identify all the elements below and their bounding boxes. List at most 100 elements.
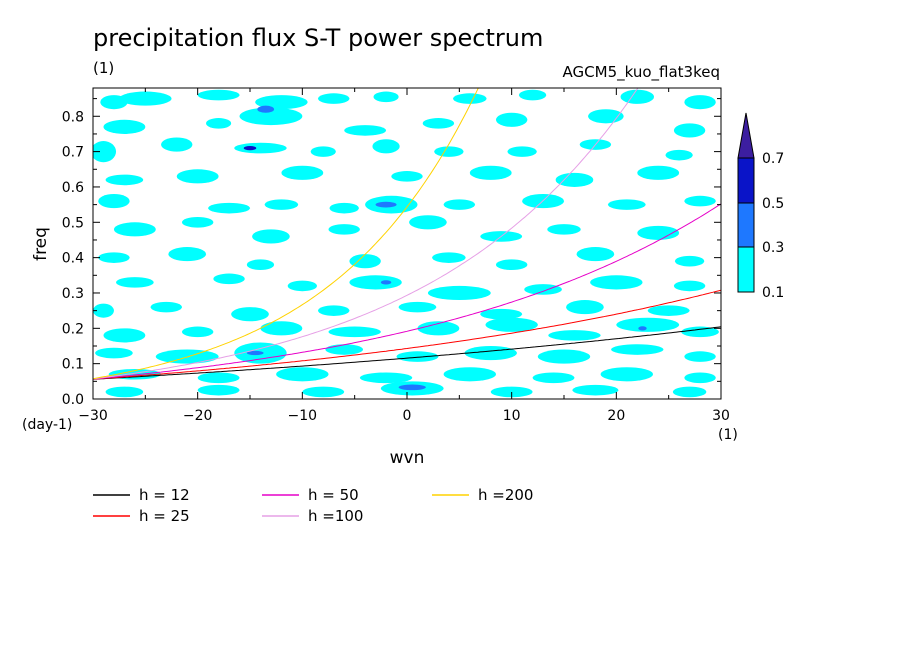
x-axis-label: wvn <box>390 448 425 468</box>
contour-patch-level-1 <box>105 386 144 398</box>
contour-patch-level-1 <box>161 137 193 152</box>
contour-patch-level-1 <box>469 165 512 180</box>
contour-patch-level-2 <box>398 384 426 391</box>
x-tick-label: 10 <box>503 408 521 424</box>
curve-h-50 <box>93 203 721 380</box>
colorbar-arrow <box>737 112 755 159</box>
colorbar-label: 0.5 <box>762 196 784 212</box>
y-tick-label: 0.8 <box>62 109 84 125</box>
contour-patch-level-1 <box>590 275 643 290</box>
contour-patch-level-2 <box>246 350 264 356</box>
contour-patch-level-1 <box>637 225 680 240</box>
colorbar-box <box>737 246 755 293</box>
contour-patch-level-1 <box>647 305 690 316</box>
contour-patch-level-2 <box>380 280 392 285</box>
colorbar: 0.1 0.3 0.5 0.7 <box>737 112 784 301</box>
chart-title: precipitation flux S-T power spectrum <box>93 24 543 52</box>
contour-patch-level-1 <box>93 303 114 318</box>
contour-patch-level-1 <box>480 308 523 320</box>
y-tick-label: 0.4 <box>62 251 84 267</box>
contour-patch-level-1 <box>197 384 240 396</box>
contour-patch-level-1 <box>673 280 706 292</box>
contour-patch-level-1 <box>98 194 130 209</box>
curve-h-100 <box>93 88 639 380</box>
contour-patch-level-1 <box>548 330 601 341</box>
contour-patch-level-2 <box>638 326 647 331</box>
contour-patch-level-1 <box>93 141 117 163</box>
contour-patch-level-1 <box>344 125 387 136</box>
x-axis-unit: (1) <box>718 427 738 443</box>
contour-patch-level-1 <box>607 199 646 210</box>
contour-patch-level-1 <box>684 95 716 110</box>
contour-patch-level-1 <box>495 259 528 271</box>
contour-patch-level-1 <box>453 93 487 104</box>
contour-patch-level-1 <box>318 305 350 316</box>
contour-patch-level-1 <box>208 202 250 214</box>
y-tick-label: 0.6 <box>62 180 84 196</box>
contour-patch-level-1 <box>181 326 214 338</box>
contour-patch-level-1 <box>176 169 219 184</box>
legend-label: h = 12 <box>139 486 190 504</box>
experiment-label: AGCM5_kuo_flat3keq <box>563 63 720 82</box>
contour-patch-level-1 <box>197 372 240 384</box>
contour-patch-level-1 <box>684 195 716 207</box>
colorbar-label: 0.3 <box>762 240 784 256</box>
contour-patch-level-1 <box>611 344 664 355</box>
x-tick-label: 0 <box>403 408 412 424</box>
contour-patch-level-1 <box>537 349 591 364</box>
y-tick-label: 0.3 <box>62 286 84 302</box>
legend-label: h = 25 <box>139 507 190 525</box>
contour-patch-level-1 <box>417 321 460 336</box>
y-tick-label: 0.0 <box>62 392 84 408</box>
contour-patch-level-1 <box>422 118 455 129</box>
contour-patch-level-1 <box>495 112 528 127</box>
curve-h-200 <box>93 88 479 380</box>
contour-patch-level-1 <box>572 384 619 396</box>
curve-h-25 <box>93 289 721 380</box>
contour-patch-level-1 <box>555 172 594 187</box>
contour-patch-level-1 <box>485 317 538 332</box>
contour-patch-level-1 <box>620 89 655 104</box>
contour-patch-level-2 <box>257 105 275 113</box>
contour-patch-level-1 <box>566 300 604 315</box>
contour-fill <box>93 89 719 398</box>
contour-patch-level-1 <box>674 255 705 267</box>
contour-patch-level-1 <box>328 224 360 235</box>
dispersion-curves <box>93 88 721 380</box>
contour-patch-level-1 <box>673 123 706 138</box>
contour-patch-level-1 <box>318 93 350 104</box>
legend-label: h = 50 <box>308 486 359 504</box>
contour-patch-level-3 <box>243 145 257 151</box>
contour-patch-level-1 <box>302 386 345 398</box>
contour-patch-level-1 <box>637 165 680 180</box>
contour-patch-level-1 <box>98 252 130 263</box>
contour-patch-level-1 <box>213 273 245 285</box>
legend: h = 12 h = 25 h = 50 h =100 h =200 <box>93 486 533 525</box>
legend-label: h =100 <box>308 507 363 525</box>
colorbar-label: 0.1 <box>762 285 784 301</box>
contour-patch-level-1 <box>349 275 402 290</box>
contour-patch-level-1 <box>255 95 308 110</box>
x-tick-label: −30 <box>78 408 108 424</box>
contour-patch-level-1 <box>113 222 156 237</box>
y-tick-label: 0.2 <box>62 321 84 337</box>
contour-patch-level-1 <box>532 372 575 384</box>
y-tick-label: 0.5 <box>62 215 84 231</box>
contour-patch-level-1 <box>359 372 413 384</box>
contour-patch-level-1 <box>681 326 719 338</box>
x-tick-label: 30 <box>712 408 730 424</box>
contour-patch-level-1 <box>197 89 240 101</box>
contour-patch-level-1 <box>432 252 466 263</box>
legend-label: h =200 <box>478 486 533 504</box>
contour-patch-level-1 <box>325 344 364 355</box>
contour-patch-level-1 <box>206 118 232 129</box>
contour-patch-level-1 <box>234 142 287 154</box>
contour-patch-level-1 <box>252 229 290 244</box>
contour-patch-level-1 <box>105 174 144 186</box>
contour-patch-level-1 <box>396 351 439 362</box>
contour-patch-level-1 <box>246 259 275 271</box>
contour-patch-level-1 <box>434 146 464 157</box>
contour-patch-level-1 <box>281 165 324 180</box>
contour-patch-level-1 <box>684 372 716 384</box>
